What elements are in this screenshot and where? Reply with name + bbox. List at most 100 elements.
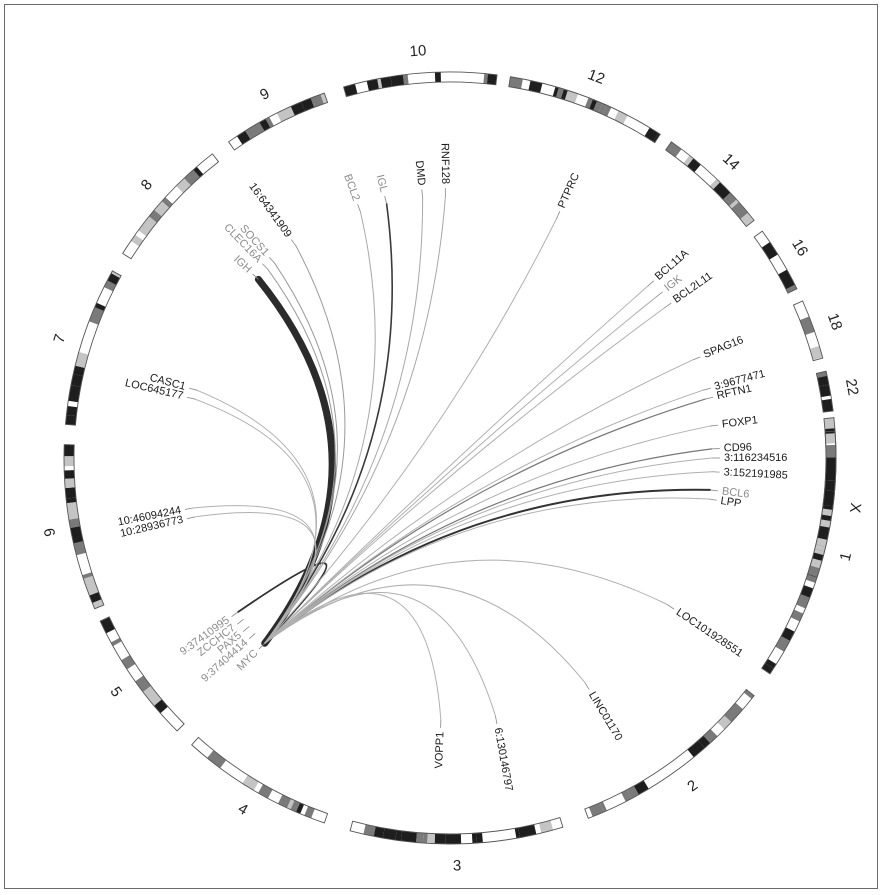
chromosome-band [483,73,488,84]
chromosome-band [92,599,104,609]
chromosome-outline [227,92,329,151]
chromosome-label: 10 [409,42,427,60]
chromosome-band [73,541,87,556]
chromosome-band [207,750,227,769]
chromosome-band [740,212,751,222]
chromosome-outline [584,688,755,819]
gene-6-130146797: 6:130146797 [492,715,515,792]
chromosome-band [65,415,77,426]
gene-bcl2: BCL2 [341,173,362,212]
chromosome-outline [508,76,661,144]
chromosome-band [130,234,144,247]
gene-label: SPAG16 [702,334,745,361]
chromosome-band [621,789,632,802]
gene-tick [692,356,701,361]
gene-dmd: DMD [413,160,428,198]
chromosome-band [70,526,84,544]
chromosome-band [614,110,628,125]
chromosome-band [416,832,424,844]
gene-label: DMD [413,160,428,186]
gene-foxp1: FOXP1 [709,414,758,431]
chromosome-band [729,199,739,209]
chromosome-6 [63,444,105,610]
gene-tick [702,387,711,391]
gene-tick [708,498,717,501]
gene-label: 3:116234516 [724,452,787,464]
link-myc-3-152191985 [264,471,713,644]
gene-tick [357,204,361,212]
link-myc-igk [264,296,657,644]
chromosome-14 [665,141,755,228]
chromosome-band [819,384,831,398]
chromosome-band [66,497,77,504]
gene-tick [242,626,250,632]
gene-tick [269,257,275,264]
chromosome-band [310,94,324,108]
chromosome-band [184,169,200,186]
chromosome-band [743,689,755,699]
gene-tick [186,396,195,400]
chromosome-band [100,617,116,634]
gene-tick [262,263,269,270]
chromosome-2 [584,688,755,819]
chromosome-band [138,216,157,237]
chromosome-x [807,430,837,578]
chromosome-band [514,827,521,839]
chromosome-band [809,345,823,360]
gene-spag16: SPAG16 [692,334,745,361]
chromosome-band [822,504,833,510]
chromosome-band [593,101,603,113]
chromosome-band [819,519,831,528]
chromosome-band [817,375,829,387]
chromosome-band [82,572,93,579]
chromosome-band [665,141,682,158]
chromosome-band [135,675,151,692]
chromosome-band [395,830,403,841]
chromosome-label: 18 [824,311,846,332]
gene-label: VOPP1 [433,732,446,769]
chromosome-band [796,594,810,609]
chromosome-band [373,826,385,839]
gene-tick [189,387,198,391]
chromosome-band [193,166,204,178]
chromosome-outline [807,430,837,578]
chromosome-band [518,824,537,838]
link-myc-loc101928551 [264,559,668,644]
chromosome-outline [122,153,220,260]
chromosome-label: 7 [50,332,69,345]
link-myc-vopp1 [264,592,442,721]
gene-label: BCL6 [721,485,750,500]
chromosome-band [301,98,315,112]
chromosome-band [799,316,815,335]
gene-tick [664,302,672,309]
chromosome-band [276,106,295,122]
chromosome-band [63,456,75,467]
chromosome-band [815,537,828,547]
chromosome-band [382,828,397,841]
link-myc-foxp1 [264,425,711,644]
chromosome-outline [343,71,498,98]
chromosome-label: X [846,502,864,514]
chromosome-label: 9 [257,85,272,104]
chromosome-band [778,269,795,290]
chromosome-10 [343,71,498,98]
link-myc-spag16 [264,359,694,644]
chromosome-band [64,444,75,457]
chromosome-band [652,133,661,143]
chromosome-band [598,103,607,115]
chromosome-band [111,270,122,278]
chromosome-band [142,685,162,706]
chromosome-band [161,197,173,208]
chromosome-label: 8 [138,176,156,194]
chromosome-band [683,155,694,167]
gene-tick [184,507,193,510]
chromosome-5 [99,616,185,732]
chromosome-outline [64,270,122,426]
gene-vopp1: VOPP1 [433,719,446,769]
chromosome-band [709,178,721,190]
gene-tick [258,642,266,650]
chromosome-band [626,785,639,799]
chromosome-band [539,820,554,834]
gene-label: 6:130146797 [492,727,515,792]
chromosome-band [68,518,81,528]
